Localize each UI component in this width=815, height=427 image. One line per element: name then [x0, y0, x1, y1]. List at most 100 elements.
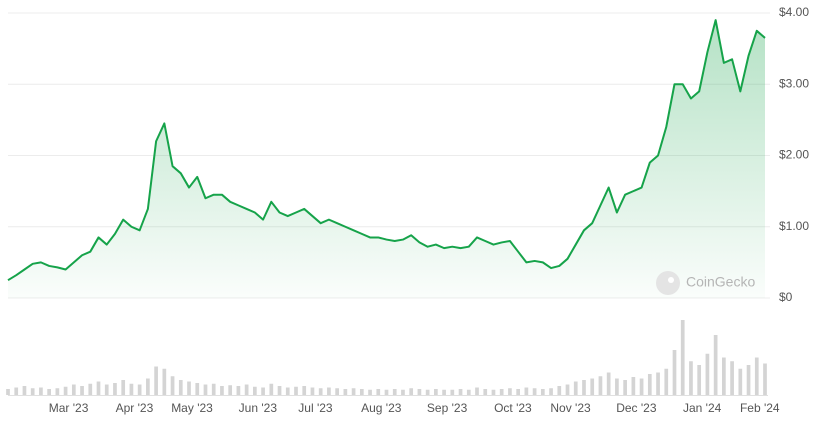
- x-tick-label: Jan '24: [683, 401, 722, 415]
- volume-bar: [466, 389, 471, 395]
- volume-bar: [689, 361, 693, 395]
- volume-bar: [178, 380, 183, 395]
- x-tick-label: Mar '23: [49, 401, 89, 415]
- volume-bar: [63, 386, 68, 395]
- volume-bar: [680, 320, 685, 395]
- volume-bar: [573, 381, 578, 395]
- volume-bar: [113, 383, 117, 395]
- watermark-logo: [656, 271, 680, 295]
- volume-bar: [549, 388, 553, 395]
- x-tick-label: Jul '23: [298, 401, 333, 415]
- volume-bar: [631, 377, 636, 395]
- volume-bar: [705, 353, 710, 395]
- volume-bar: [285, 387, 290, 395]
- volume-bar: [80, 386, 84, 395]
- volume-bar: [409, 388, 414, 395]
- x-tick-label: Oct '23: [494, 401, 532, 415]
- volume-bar: [615, 378, 619, 395]
- volume-bar: [442, 389, 446, 395]
- volume-bar: [713, 335, 718, 395]
- volume-bar: [294, 386, 298, 395]
- volume-bar: [252, 386, 257, 395]
- volume-bar: [738, 368, 743, 395]
- volume-bar: [582, 380, 586, 395]
- y-tick-label: $4.00: [779, 5, 809, 19]
- volume-bar: [104, 384, 109, 395]
- x-tick-label: May '23: [171, 401, 213, 415]
- volume-bar: [376, 389, 381, 395]
- volume-bar: [244, 384, 249, 395]
- y-tick-label: $0: [779, 290, 793, 304]
- volume-bar: [524, 387, 529, 395]
- volume-bar: [540, 389, 545, 395]
- volume-bar: [71, 384, 76, 395]
- volume-bar: [343, 389, 348, 395]
- volume-bar: [401, 389, 405, 395]
- volume-bar: [162, 368, 167, 395]
- volume-bar: [318, 388, 323, 395]
- y-tick-label: $1.00: [779, 219, 809, 233]
- volume-bar: [121, 380, 126, 395]
- volume-bar: [722, 357, 726, 395]
- volume-bar: [450, 389, 455, 395]
- volume-bar: [763, 363, 767, 395]
- x-tick-label: Aug '23: [361, 401, 402, 415]
- x-tick-label: Nov '23: [550, 401, 591, 415]
- volume-bar: [475, 387, 479, 395]
- volume-bar: [327, 387, 331, 395]
- y-tick-label: $3.00: [779, 76, 809, 90]
- volume-bar: [187, 381, 191, 395]
- volume-bar: [22, 386, 27, 395]
- volume-bar: [55, 388, 60, 395]
- volume-bar: [39, 387, 43, 395]
- volume-bar: [384, 389, 389, 395]
- volume-bar: [310, 387, 315, 395]
- volume-bar: [590, 378, 595, 395]
- volume-bar: [516, 389, 521, 395]
- volume-bar: [220, 386, 224, 395]
- volume-bar: [228, 385, 233, 395]
- volume-bar: [565, 384, 570, 395]
- y-tick-label: $2.00: [779, 148, 809, 162]
- volume-bar: [30, 388, 35, 395]
- volume-bar: [211, 383, 216, 395]
- volume-bar: [656, 372, 660, 395]
- volume-bar: [129, 383, 134, 395]
- volume-bar: [392, 389, 397, 395]
- volume-bar: [137, 384, 142, 395]
- volume-bar: [203, 384, 208, 395]
- volume-bar: [730, 361, 734, 395]
- volume-bar: [458, 389, 463, 395]
- x-tick-label: Feb '24: [740, 401, 780, 415]
- watermark-logo-eye: [668, 277, 674, 283]
- volume-bar: [499, 389, 504, 395]
- x-tick-label: Sep '23: [427, 401, 468, 415]
- volume-bar: [154, 366, 158, 395]
- volume-bar: [639, 378, 644, 395]
- volume-bar: [434, 389, 438, 395]
- volume-bar: [606, 372, 611, 395]
- volume-bar: [491, 389, 496, 395]
- volume-bar: [236, 386, 241, 395]
- volume-bar: [277, 386, 282, 395]
- volume-bar: [146, 378, 150, 395]
- volume-bar: [664, 368, 669, 395]
- volume-bar: [746, 365, 751, 395]
- volume-bar: [170, 376, 175, 395]
- volume-bar: [47, 389, 51, 395]
- volume-bar: [623, 380, 627, 395]
- volume-bar: [302, 386, 307, 395]
- price-line: [7, 19, 766, 282]
- volume-bar: [417, 389, 422, 395]
- volume-bar: [532, 388, 537, 395]
- volume-bar: [508, 388, 512, 395]
- volume-bar: [269, 383, 274, 395]
- volume-bar: [672, 350, 677, 395]
- volume-bar: [351, 388, 356, 395]
- watermark: CoinGecko: [656, 271, 755, 295]
- volume-bar: [598, 376, 603, 395]
- volume-bar: [425, 389, 430, 395]
- watermark-text: CoinGecko: [686, 274, 755, 290]
- price-area: [8, 20, 765, 298]
